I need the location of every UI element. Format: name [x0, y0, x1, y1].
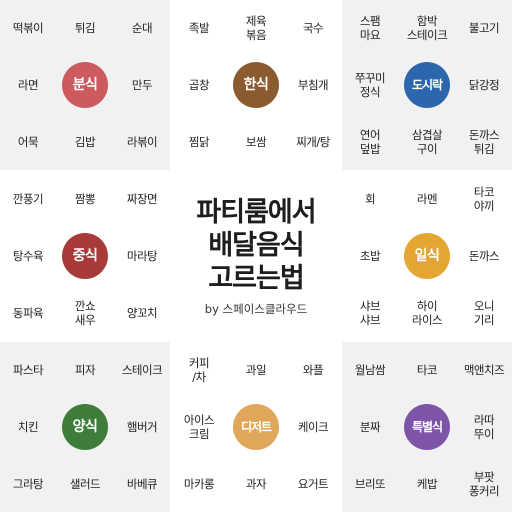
- food-item: 짬뽕: [74, 192, 96, 206]
- food-item: 깐풍기: [12, 192, 44, 206]
- food-item: 라따 뚜이: [473, 413, 495, 441]
- food-item: 초밥: [359, 249, 381, 263]
- food-item: 만두: [131, 78, 153, 92]
- food-item: 회: [364, 192, 376, 206]
- food-item: 제육 볶음: [245, 14, 267, 42]
- food-item: 케이크: [297, 420, 329, 434]
- food-item: 어묵: [17, 135, 39, 149]
- food-item: 양꼬치: [126, 306, 158, 320]
- food-item: 돈까스: [468, 249, 500, 263]
- category-badge-cell: 디저트: [228, 399, 284, 455]
- food-item: 케밥: [416, 477, 438, 491]
- category-badge: 양식: [62, 404, 108, 450]
- food-item: 과자: [245, 477, 267, 491]
- food-item: 요거트: [297, 477, 329, 491]
- food-item: 하이 라이스: [411, 299, 443, 327]
- food-item: 튀김: [74, 21, 96, 35]
- food-item: 부침개: [297, 78, 329, 92]
- category-badge: 중식: [62, 233, 108, 279]
- food-item: 삼겹살 구이: [411, 128, 443, 156]
- food-item: 떡볶이: [12, 21, 44, 35]
- food-item: 족발: [188, 21, 210, 35]
- category-badge: 분식: [62, 62, 108, 108]
- food-item: 바베큐: [126, 477, 158, 491]
- food-item: 라면: [17, 78, 39, 92]
- food-item: 스팸 마요: [359, 14, 381, 42]
- food-item: 맥앤치즈: [463, 363, 505, 377]
- category-badge-cell: 중식: [57, 228, 113, 284]
- food-item: 스테이크: [121, 363, 163, 377]
- food-item: 돈까스 튀김: [468, 128, 500, 156]
- food-item: 라멘: [416, 192, 438, 206]
- food-item: 깐쇼 새우: [74, 299, 96, 327]
- food-item: 국수: [302, 21, 324, 35]
- food-item: 아이스 크림: [183, 413, 215, 441]
- food-item: 와플: [302, 363, 324, 377]
- food-item: 파스타: [12, 363, 44, 377]
- food-item: 불고기: [468, 21, 500, 35]
- food-item: 찌개/탕: [296, 135, 330, 149]
- food-item: 분짜: [359, 420, 381, 434]
- food-item: 그라탕: [12, 477, 44, 491]
- category-badge: 한식: [233, 62, 279, 108]
- category-badge-cell: 양식: [57, 399, 113, 455]
- food-item: 라볶이: [126, 135, 158, 149]
- category-badge-cell: 분식: [57, 57, 113, 113]
- food-item: 치킨: [17, 420, 39, 434]
- category-badge: 디저트: [233, 404, 279, 450]
- food-item: 곱창: [188, 78, 210, 92]
- title-line-3: 고르는법: [208, 262, 304, 294]
- food-item: 타코 야끼: [473, 185, 495, 213]
- subtitle-credit: by 스페이스클라우드: [204, 301, 308, 316]
- food-item: 부팟 퐁커리: [468, 470, 500, 498]
- food-item: 샐러드: [69, 477, 101, 491]
- food-item: 월남쌈: [354, 363, 386, 377]
- food-item: 피자: [74, 363, 96, 377]
- category-badge: 특별식: [404, 404, 450, 450]
- category-badge: 일식: [404, 233, 450, 279]
- category-badge-cell: 일식: [399, 228, 455, 284]
- category-badge-cell: 한식: [228, 57, 284, 113]
- title-line-2: 배달음식: [208, 229, 304, 261]
- food-item: 햄버거: [126, 420, 158, 434]
- food-item: 마라탕: [126, 249, 158, 263]
- center-title-panel: 파티룸에서 배달음식 고르는법 by 스페이스클라우드: [171, 171, 341, 341]
- food-item: 커피 /차: [188, 356, 210, 384]
- food-item: 샤브 샤브: [359, 299, 381, 327]
- food-item: 브리또: [354, 477, 386, 491]
- category-badge-cell: 도시락: [399, 57, 455, 113]
- food-item: 타코: [416, 363, 438, 377]
- food-item: 과일: [245, 363, 267, 377]
- food-item: 쭈꾸미 정식: [354, 71, 386, 99]
- food-item: 마카롱: [183, 477, 215, 491]
- food-item: 연어 덮밥: [359, 128, 381, 156]
- food-item: 김밥: [74, 135, 96, 149]
- food-item: 보쌈: [245, 135, 267, 149]
- food-item: 순대: [131, 21, 153, 35]
- food-item: 함박 스테이크: [406, 14, 448, 42]
- food-item: 찜닭: [188, 135, 210, 149]
- food-item: 탕수육: [12, 249, 44, 263]
- food-item: 짜장면: [126, 192, 158, 206]
- food-item: 오니 기리: [473, 299, 495, 327]
- title-line-1: 파티룸에서: [196, 196, 316, 228]
- food-item: 닭강정: [468, 78, 500, 92]
- category-badge: 도시락: [404, 62, 450, 108]
- food-item: 동파육: [12, 306, 44, 320]
- category-badge-cell: 특별식: [399, 399, 455, 455]
